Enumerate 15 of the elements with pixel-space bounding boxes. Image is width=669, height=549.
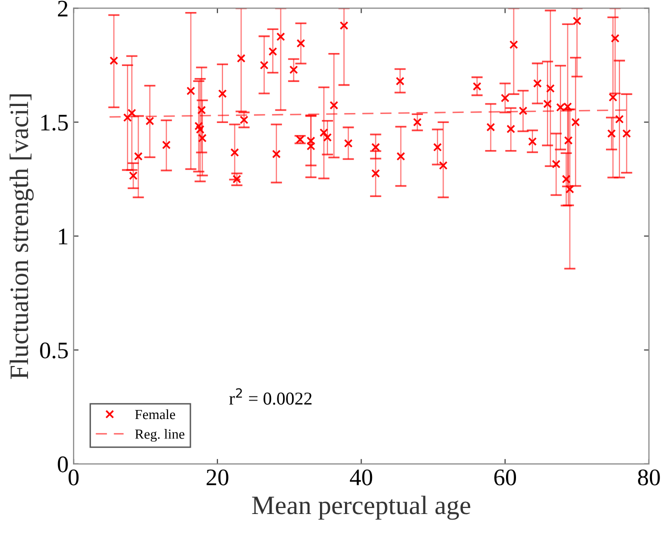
y-tick-label: 1.5 (41, 114, 68, 131)
y-tick-label: 0 (58, 456, 68, 472)
y-tick-label: 2 (58, 0, 68, 16)
annotation: r$^{2}$ = 0.0022 (229, 388, 312, 405)
x-tick-label: 80 (638, 469, 660, 486)
y-tick-label: 0.5 (40, 342, 68, 359)
x-tick-label: 0 (68, 469, 79, 486)
y-tick-label: 1 (59, 228, 68, 244)
x-tick-label: 60 (494, 469, 516, 486)
legend-label: Reg. line (135, 429, 184, 442)
x-tick-label: 40 (350, 469, 372, 486)
y-axis-title: Fluctuation strength [vacil] (10, 94, 34, 379)
x-tick-label: 20 (206, 469, 228, 486)
x-axis-title: Mean perceptual age (252, 496, 470, 520)
legend-label: Female (135, 409, 176, 420)
